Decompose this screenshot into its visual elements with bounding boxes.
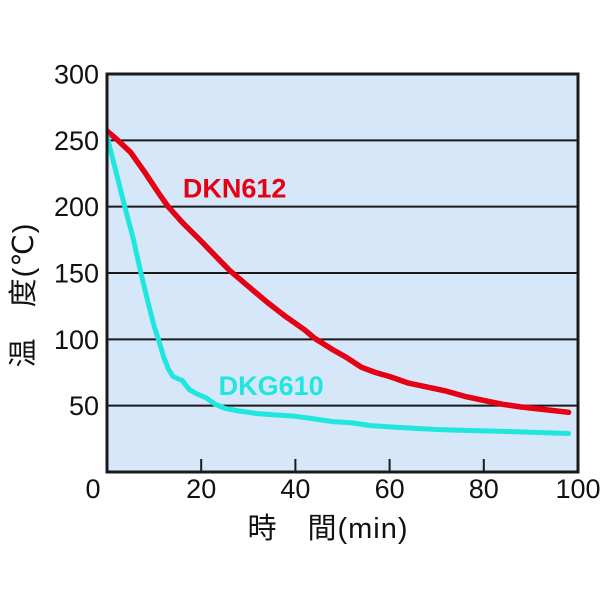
y-tick-label-100: 100 [54, 325, 99, 355]
y-tick-label-200: 200 [54, 192, 99, 222]
x-tick-label-60: 60 [375, 474, 405, 504]
y-tick-label-300: 300 [54, 60, 99, 90]
x-axis-title: 時 間(min) [247, 512, 408, 545]
y-axis-title: 温 度(℃) [7, 223, 40, 368]
x-tick-label-40: 40 [280, 474, 310, 504]
series-label-dkn612: DKN612 [183, 173, 287, 203]
series-line-dkg610 [107, 133, 572, 436]
y-tick-label-150: 150 [54, 259, 99, 289]
x-tick-label-100: 100 [555, 474, 600, 504]
x-tick-label-0: 0 [85, 474, 100, 504]
series-label-dkg610: DKG610 [219, 371, 324, 401]
y-tick-label-250: 250 [54, 126, 99, 156]
series-line-dkn612 [107, 128, 572, 416]
plot-border [105, 72, 580, 474]
x-tick-label-80: 80 [469, 474, 499, 504]
x-tick-label-20: 20 [186, 474, 216, 504]
y-tick-label-50: 50 [69, 391, 99, 421]
